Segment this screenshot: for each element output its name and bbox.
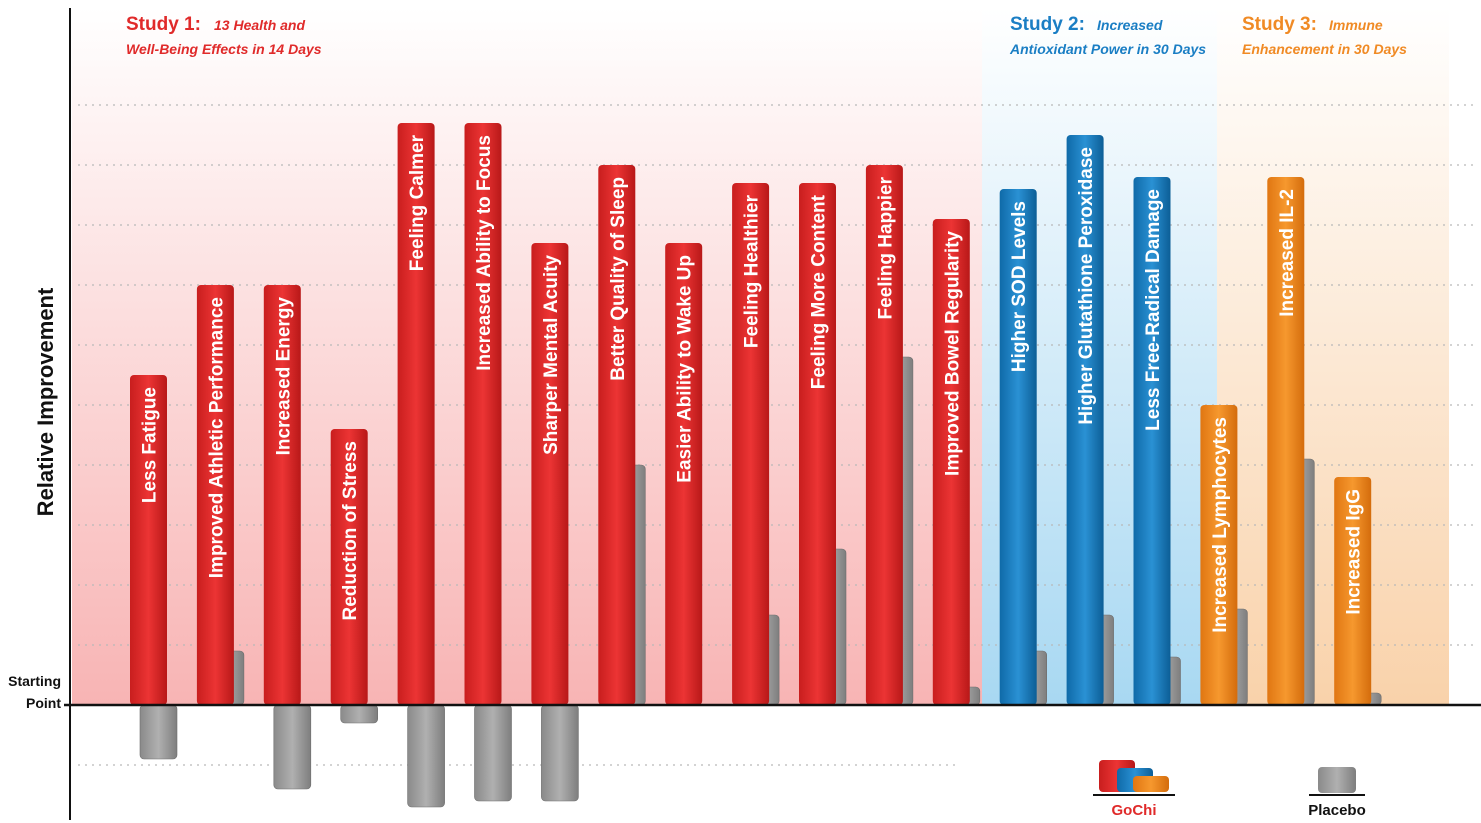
gochi-bar — [130, 375, 167, 705]
gochi-bar — [196, 285, 234, 705]
category-label: Improved Bowel Regularity — [942, 231, 963, 476]
placebo-bar — [139, 704, 178, 760]
placebo-bar — [407, 704, 445, 808]
gochi-bar — [263, 285, 301, 705]
gochi-bar — [865, 165, 903, 705]
study-2-subtitle-line-1: Increased — [1097, 17, 1163, 33]
category-label: Increased IL-2 — [1277, 189, 1298, 317]
category-label: Increased Lymphocytes — [1210, 417, 1231, 633]
baseline-label-line-2: Point — [26, 695, 61, 711]
gochi-bar — [665, 243, 703, 705]
placebo-bar — [340, 704, 379, 724]
bars: Less Fatigue Improved Athletic Performanc… — [130, 123, 1382, 808]
gochi-bar — [732, 183, 770, 705]
study-2-title: Study 2: — [1010, 14, 1085, 35]
legend-gochi-label: GoChi — [1112, 802, 1157, 819]
category-label: Feeling More Content — [809, 194, 830, 389]
category-label: Feeling Happier — [875, 176, 896, 319]
study-1-subtitle-line-1: 13 Health and — [214, 17, 305, 33]
category-label: Increased Ability to Focus — [474, 135, 495, 371]
study-3-title: Study 3: — [1242, 14, 1317, 35]
category-label: Reduction of Stress — [340, 441, 361, 620]
gochi-bar — [1133, 177, 1171, 705]
gochi-bar — [799, 183, 836, 705]
category-label: Feeling Calmer — [407, 134, 428, 271]
category-label: Less Free-Radical Damage — [1143, 189, 1164, 431]
category-label: Increased IgG — [1344, 489, 1365, 615]
gochi-bar — [999, 189, 1037, 705]
study-1-subtitle-line-2: Well-Being Effects in 14 Days — [126, 41, 322, 57]
placebo-bar — [474, 704, 512, 802]
gridlines — [78, 104, 1475, 766]
legend-placebo-label: Placebo — [1308, 802, 1366, 819]
gochi-bar — [1267, 177, 1305, 705]
study-3-subtitle-line-2: Enhancement in 30 Days — [1242, 41, 1407, 57]
category-label: Less Fatigue — [140, 387, 161, 503]
category-label: Feeling Healthier — [742, 194, 763, 348]
category-label: Sharper Mental Acuity — [541, 255, 562, 455]
category-label: Higher Glutathione Peroxidase — [1076, 147, 1097, 425]
category-label: Better Quality of Sleep — [608, 177, 629, 381]
study-1-header: Study 1: 13 Health and Well-Being Effect… — [126, 14, 322, 57]
gochi-bar — [1066, 135, 1104, 705]
study-2-header: Study 2: Increased Antioxidant Power in … — [1009, 14, 1206, 57]
placebo-bar — [273, 704, 312, 790]
category-label: Higher SOD Levels — [1009, 201, 1030, 372]
placebo-bar — [541, 704, 579, 802]
gochi-bar — [1200, 405, 1238, 705]
study-3-background — [1217, 8, 1449, 705]
study-3-subtitle-line-1: Immune — [1329, 17, 1383, 33]
y-axis-label: Relative Improvement — [33, 287, 58, 516]
study-3-header: Study 3: Immune Enhancement in 30 Days — [1242, 14, 1407, 57]
category-label: Easier Ability to Wake Up — [675, 255, 696, 483]
legend-gochi-icon — [1099, 760, 1169, 792]
study-2-subtitle-line-2: Antioxidant Power in 30 Days — [1009, 41, 1206, 57]
legend: GoChi Placebo — [1093, 760, 1366, 819]
gochi-bar — [598, 165, 636, 705]
gochi-bar — [464, 123, 502, 705]
gochi-bar — [932, 219, 970, 705]
category-label: Improved Athletic Performance — [206, 297, 227, 578]
study-1-title: Study 1: — [126, 14, 201, 35]
category-label: Increased Energy — [273, 297, 294, 456]
gochi-bar — [397, 123, 435, 705]
legend-placebo-icon — [1318, 767, 1356, 793]
gochi-bar — [330, 429, 368, 705]
gochi-bar — [1334, 477, 1372, 705]
gochi-bar — [531, 243, 569, 705]
baseline-label-line-1: Starting — [8, 673, 61, 689]
